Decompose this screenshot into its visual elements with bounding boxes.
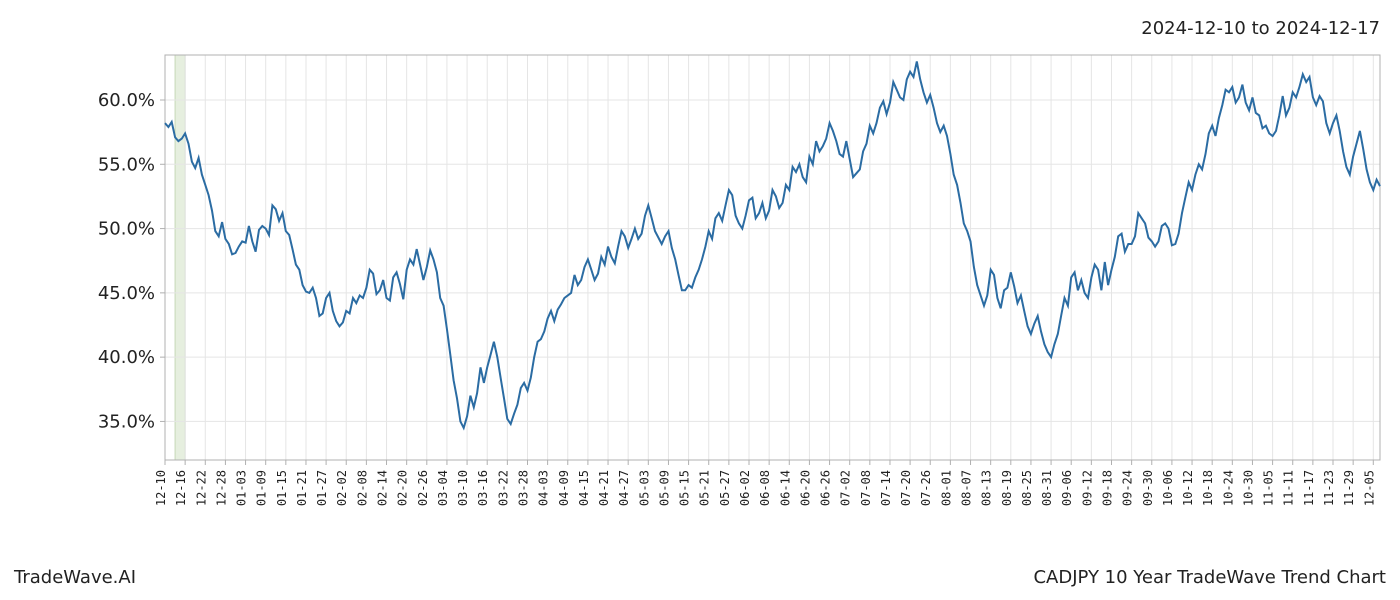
- x-tick-label: 05-15: [678, 470, 692, 506]
- x-tick-label: 02-20: [396, 470, 410, 506]
- x-tick-label: 11-17: [1302, 470, 1316, 506]
- x-tick-label: 11-23: [1322, 470, 1336, 506]
- x-tick-label: 11-11: [1282, 470, 1296, 506]
- x-tick-label: 10-12: [1181, 470, 1195, 506]
- x-tick-label: 04-15: [577, 470, 591, 506]
- x-tick-label: 08-07: [960, 470, 974, 506]
- x-tick-label: 06-20: [798, 470, 812, 506]
- x-tick-label: 08-31: [1040, 470, 1054, 506]
- x-tick-label: 09-18: [1100, 470, 1114, 506]
- x-tick-label: 09-06: [1060, 470, 1074, 506]
- chart-caption: CADJPY 10 Year TradeWave Trend Chart: [1033, 567, 1386, 588]
- x-tick-label: 08-01: [939, 470, 953, 506]
- trend-line: [165, 61, 1380, 428]
- x-tick-label: 10-06: [1161, 470, 1175, 506]
- x-tick-label: 07-20: [899, 470, 913, 506]
- trend-chart: 35.0% 40.0% 45.0% 50.0% 55.0% 60.0% 12-10 12-16…: [0, 0, 1400, 600]
- x-tick-label: 11-29: [1342, 470, 1356, 506]
- highlight-band: [175, 55, 185, 460]
- x-tick-label: 01-03: [235, 470, 249, 506]
- x-tick-label: 03-04: [436, 470, 450, 506]
- x-tick-label: 04-09: [557, 470, 571, 506]
- x-tick-label: 01-15: [275, 470, 289, 506]
- x-tick-label: 04-27: [617, 470, 631, 506]
- y-tick-label: 45.0%: [98, 283, 155, 304]
- x-tick-label: 12-10: [154, 470, 168, 506]
- date-range-title: 2024-12-10 to 2024-12-17: [1141, 18, 1380, 39]
- x-tick-label: 02-14: [376, 470, 390, 506]
- x-tick-label: 04-21: [597, 470, 611, 506]
- x-tick-label: 03-16: [476, 470, 490, 506]
- x-tick-label: 07-26: [919, 470, 933, 506]
- x-tick-label: 07-02: [839, 470, 853, 506]
- x-tick-label: 12-05: [1362, 470, 1376, 506]
- x-tick-label: 05-21: [698, 470, 712, 506]
- x-tick-label: 09-24: [1121, 470, 1135, 506]
- x-tick-label: 12-22: [194, 470, 208, 506]
- x-tick-label: 06-26: [819, 470, 833, 506]
- x-tick-label: 10-18: [1201, 470, 1215, 506]
- x-tick-label: 12-28: [214, 470, 228, 506]
- x-tick-label: 09-30: [1141, 470, 1155, 506]
- x-tick-label: 10-24: [1221, 470, 1235, 506]
- x-tick-label: 11-05: [1262, 470, 1276, 506]
- x-tick-label: 06-14: [778, 470, 792, 506]
- y-tick-label: 60.0%: [98, 90, 155, 111]
- x-tick-label: 05-27: [718, 470, 732, 506]
- x-tick-label: 10-30: [1241, 470, 1255, 506]
- x-tick-label: 08-25: [1020, 470, 1034, 506]
- x-tick-label: 02-08: [355, 470, 369, 506]
- x-tick-label: 07-08: [859, 470, 873, 506]
- plot-border: [165, 55, 1380, 460]
- x-tick-label: 08-19: [1000, 470, 1014, 506]
- x-tick-label: 05-03: [637, 470, 651, 506]
- y-tick-label: 40.0%: [98, 347, 155, 368]
- x-tick-label: 09-12: [1080, 470, 1094, 506]
- x-tick-label: 06-02: [738, 470, 752, 506]
- x-tick-label: 01-09: [255, 470, 269, 506]
- brand-label: TradeWave.AI: [14, 567, 136, 588]
- x-tick-label: 01-21: [295, 470, 309, 506]
- x-tick-label: 02-02: [335, 470, 349, 506]
- x-tick-label: 06-08: [758, 470, 772, 506]
- y-tick-label: 35.0%: [98, 411, 155, 432]
- x-tick-label: 03-10: [456, 470, 470, 506]
- x-tick-label: 01-27: [315, 470, 329, 506]
- x-tick-label: 03-28: [516, 470, 530, 506]
- x-tick-label: 08-13: [980, 470, 994, 506]
- x-tick-label: 07-14: [879, 470, 893, 506]
- y-tick-label: 55.0%: [98, 154, 155, 175]
- y-tick-label: 50.0%: [98, 219, 155, 240]
- x-tick-label: 03-22: [496, 470, 510, 506]
- x-tick-label: 12-16: [174, 470, 188, 506]
- x-tick-label: 04-03: [537, 470, 551, 506]
- x-tick-label: 05-09: [657, 470, 671, 506]
- x-tick-label: 02-26: [416, 470, 430, 506]
